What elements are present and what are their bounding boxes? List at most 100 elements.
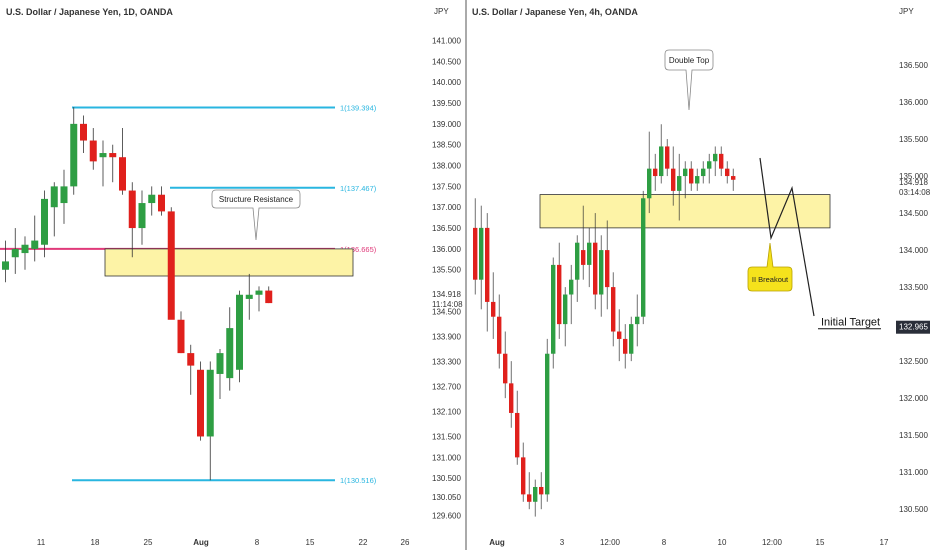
left-x-axis: 11 18 25 Aug 8 15 22 26 — [37, 538, 410, 547]
candle-body — [653, 168, 658, 177]
right-x-tick-label: 3 — [560, 538, 565, 547]
candle-body — [2, 261, 9, 270]
candle-body — [557, 264, 562, 325]
candle-body — [187, 353, 195, 366]
left-y-tick-label: 139.000 — [432, 120, 461, 129]
candle-body — [31, 240, 39, 249]
left-currency-label: JPY — [434, 7, 449, 16]
breakout-callout: II Breakout — [747, 242, 793, 292]
candle-body — [599, 250, 604, 295]
left-level-lines: 1(139.394) 1(137.467) 1(136.665) 1(130.516) — [0, 103, 377, 485]
left-structure-zone — [104, 248, 354, 277]
candle-body — [701, 168, 706, 177]
left-x-tick-label: 11 — [37, 538, 46, 547]
right-y-tick-label: 132.500 — [899, 357, 928, 366]
left-chart-panel[interactable]: U.S. Dollar / Japanese Yen, 1D, OANDA JP… — [0, 7, 463, 547]
left-x-tick-label: 18 — [91, 538, 100, 547]
left-y-tick-label: 134.500 — [432, 307, 461, 316]
candle-body — [635, 316, 640, 325]
right-x-tick-label: 15 — [816, 538, 825, 547]
candle-body — [89, 140, 97, 162]
candle-body — [551, 264, 556, 354]
candle-body — [527, 494, 532, 502]
right-x-tick-label: 17 — [880, 538, 889, 547]
candle-body — [491, 301, 496, 317]
left-y-tick-label: 130.500 — [432, 474, 461, 483]
candle-body — [719, 153, 724, 169]
candle-body — [707, 161, 712, 169]
candle-body — [515, 412, 520, 458]
right-y-tick-label: 134.500 — [899, 209, 928, 218]
left-y-tick-label: 133.300 — [432, 357, 461, 366]
left-x-tick-label: 25 — [144, 538, 153, 547]
projection-path — [759, 157, 815, 317]
candle-body — [158, 194, 165, 212]
candle-body — [605, 250, 610, 288]
breakout-label: II Breakout — [752, 275, 789, 284]
left-x-tick-label: Aug — [193, 538, 209, 547]
fib-level-label: 1(139.394) — [340, 103, 377, 112]
right-x-tick-label: 10 — [718, 538, 727, 547]
left-y-tick-label: 138.500 — [432, 141, 461, 150]
right-y-tick-label: 132.000 — [899, 394, 928, 403]
candle-body — [236, 294, 243, 370]
right-last-price: 134.918 — [899, 178, 928, 187]
right-y-tick-label: 133.500 — [899, 283, 928, 292]
left-y-tick-label: 139.500 — [432, 99, 461, 108]
candle-body — [629, 324, 634, 354]
left-x-tick-label: 22 — [359, 538, 368, 547]
left-y-tick-label: 140.000 — [432, 78, 461, 87]
candle-body — [206, 369, 214, 437]
left-y-tick-label: 130.050 — [432, 493, 461, 502]
structure-resistance-label: Structure Resistance — [219, 195, 294, 204]
right-x-axis: Aug 3 12:00 8 10 12:00 15 17 — [489, 538, 889, 547]
right-countdown: 03:14:08 — [899, 188, 931, 197]
candle-body — [647, 168, 652, 199]
left-y-tick-label: 133.900 — [432, 332, 461, 341]
right-y-tick-label: 135.500 — [899, 135, 928, 144]
left-y-tick-label: 132.700 — [432, 382, 461, 391]
right-y-tick-label: 136.500 — [899, 61, 928, 70]
right-chart-panel[interactable]: U.S. Dollar / Japanese Yen, 4h, OANDA JP… — [472, 7, 931, 547]
candle-body — [533, 486, 538, 502]
candle-body — [563, 294, 568, 325]
right-x-tick-label: 12:00 — [762, 538, 783, 547]
candle-body — [226, 328, 234, 379]
candle-body — [177, 319, 185, 354]
candle-body — [119, 157, 126, 191]
right-x-tick-label: Aug — [489, 538, 505, 547]
fib-level-label: 1(130.516) — [340, 476, 377, 485]
candle-body — [485, 227, 490, 302]
left-y-tick-label: 136.000 — [432, 245, 461, 254]
left-y-tick-label: 131.500 — [432, 432, 461, 441]
candle-body — [265, 290, 273, 304]
candle-body — [167, 211, 175, 320]
candle-body — [109, 153, 117, 158]
right-x-tick-label: 12:00 — [600, 538, 621, 547]
candle-body — [731, 176, 736, 180]
candle-body — [479, 227, 484, 280]
candle-body — [60, 186, 68, 204]
candle-body — [503, 353, 508, 384]
left-chart-title: U.S. Dollar / Japanese Yen, 1D, OANDA — [6, 7, 173, 17]
current-price-tag-text: 132.965 — [899, 323, 928, 332]
candle-body — [683, 168, 688, 177]
candle-body — [539, 486, 544, 495]
candle-body — [99, 153, 107, 158]
left-y-tick-label: 138.000 — [432, 162, 461, 171]
right-y-tick-label: 136.000 — [899, 98, 928, 107]
candle-body — [611, 287, 616, 332]
candle-body — [216, 353, 224, 374]
candle-body — [11, 248, 19, 258]
candle-body — [581, 250, 586, 265]
candle-body — [255, 290, 263, 295]
candle-body — [665, 146, 670, 169]
candle-body — [695, 176, 700, 184]
right-x-tick-label: 8 — [662, 538, 667, 547]
left-y-tick-label: 132.100 — [432, 407, 461, 416]
fib-level-label: 1(136.665) — [340, 245, 377, 254]
left-y-tick-label: 137.500 — [432, 182, 461, 191]
candle-body — [641, 198, 646, 317]
structure-resistance-callout: Structure Resistance — [211, 189, 301, 241]
right-chart-title: U.S. Dollar / Japanese Yen, 4h, OANDA — [472, 7, 638, 17]
